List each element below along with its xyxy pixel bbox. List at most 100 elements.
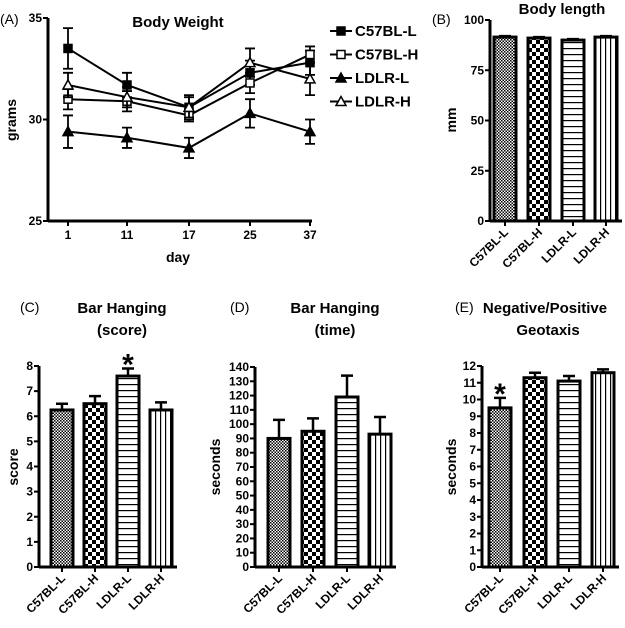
error-bar (374, 415, 386, 435)
bar-ldlr-h (593, 35, 619, 223)
error-bar (307, 417, 319, 432)
bar-ldlr-l (115, 374, 141, 569)
legend-label: LDLR-L (355, 70, 409, 87)
bar-c57bl-l (487, 406, 513, 569)
significance-marker: * (122, 349, 134, 382)
legend-label: C57BL-H (355, 47, 418, 64)
panel-e-y-tick-label: 11 (463, 376, 476, 390)
panel-c-y-tick-label: 5 (26, 434, 33, 448)
panel-d-y-tick-label: 80 (236, 446, 250, 460)
panel-d-y-tick-label: 10 (236, 546, 250, 560)
panel-c-x-tick-label: LDLR-H (126, 571, 167, 612)
legend-label: C57BL-L (355, 23, 417, 40)
panel-c-title: Bar Hanging (77, 300, 166, 317)
panel-a-x-tick-label: 17 (182, 228, 196, 242)
panel-d-y-tick-label: 120 (229, 389, 249, 403)
bar-c57bl-h (300, 429, 326, 569)
legend-item: C57BL-L (330, 23, 417, 40)
panel-d-y-tick-label: 0 (242, 560, 249, 574)
panel-e-title: Negative/Positive (483, 300, 607, 317)
data-point (63, 43, 73, 54)
panel-c-y-tick-label: 1 (26, 535, 33, 549)
panel-e-label: (E) (455, 299, 474, 315)
panel-b-x-tick-label: LDLR-H (571, 225, 612, 266)
bar-ldlr-l (560, 38, 586, 223)
panel-c-y-tick-label: 6 (26, 409, 33, 423)
significance-marker: * (494, 378, 506, 411)
panel-b-y-tick-label: 75 (471, 63, 485, 77)
legend-marker (334, 71, 348, 83)
panel-a-y-tick-label: 35 (29, 11, 43, 25)
panel-d-ylabel: seconds (207, 438, 223, 495)
panel-d-y-tick-label: 70 (236, 460, 250, 474)
bar-c57bl-l (49, 408, 75, 569)
panel-e-y-tick-label: 8 (469, 426, 476, 440)
bar-c57bl-l (492, 35, 518, 223)
data-point (303, 125, 317, 137)
panel-e-y-tick-label: 0 (469, 560, 476, 574)
panel-d-y-tick-label: 20 (236, 531, 250, 545)
panel-e-subtitle: Geotaxis (516, 322, 579, 339)
panel-e-y-tick-label: 1 (469, 543, 476, 557)
panel-a-x-tick-label: 11 (121, 228, 134, 242)
panel-e-y-tick-label: 3 (469, 510, 476, 524)
series-ldlr-h (61, 47, 317, 119)
panel-b-title: Body length (519, 1, 606, 18)
data-point (243, 56, 257, 68)
panel-b-y-tick-label: 100 (464, 13, 484, 27)
panel-c-label: (C) (20, 299, 39, 315)
data-point (305, 49, 315, 60)
panel-c-y-tick-label: 3 (26, 485, 33, 499)
legend-marker (334, 94, 348, 107)
panel-c-y-tick-label: 7 (26, 384, 33, 398)
panel-a-x-tick-label: 1 (65, 228, 72, 242)
panel-c-ylabel: score (5, 448, 21, 486)
legend-label: LDLR-H (355, 94, 411, 111)
panel-c-y-tick-label: 0 (26, 560, 33, 574)
bar-ldlr-l (556, 379, 582, 569)
data-point (182, 141, 196, 153)
legend-item: LDLR-H (330, 94, 411, 111)
panel-e-y-tick-label: 2 (469, 527, 476, 541)
panel-d-y-tick-label: 100 (229, 417, 249, 431)
panel-d-y-tick-label: 40 (236, 503, 250, 517)
panel-d-y-tick-label: 60 (236, 474, 250, 488)
bar-c57bl-h (82, 402, 108, 569)
panel-d-y-tick-label: 140 (229, 360, 249, 374)
panel-d-y-tick-label: 130 (229, 374, 249, 388)
panel-e-plot: 0123456789101112C57BL-L*C57BL-HLDLR-LLDL… (461, 359, 619, 617)
panel-a-y-tick-label: 25 (29, 214, 43, 228)
panel-a-label: (A) (0, 11, 19, 27)
panel-d-y-tick-label: 50 (236, 489, 250, 503)
panel-d-plot: 0102030405060708090100110120130140C57BL-… (229, 360, 396, 617)
data-point (182, 100, 196, 113)
series-ldlr-l (61, 98, 317, 159)
panel-c-y-tick-label: 8 (26, 359, 33, 373)
panel-d-label: (D) (230, 299, 249, 315)
legend-marker (336, 26, 346, 36)
panel-e-y-tick-label: 6 (469, 460, 476, 474)
panel-d-x-tick-label: LDLR-H (345, 571, 386, 612)
bar-ldlr-h (367, 432, 393, 569)
panel-d-y-tick-label: 90 (236, 431, 250, 445)
legend-item: LDLR-L (330, 70, 409, 87)
legend-marker (336, 49, 346, 60)
data-point (120, 90, 134, 102)
panel-e-ylabel: seconds (443, 438, 459, 495)
panel-e-y-tick-label: 10 (463, 393, 477, 407)
panel-b-ylabel: mm (443, 108, 459, 133)
error-bar (273, 418, 285, 439)
bar-c57bl-l (266, 436, 292, 569)
panel-e-x-tick-label: LDLR-H (568, 571, 609, 612)
panel-a-y-tick-label: 30 (29, 113, 43, 127)
data-point (61, 78, 75, 90)
panel-e-y-tick-label: 5 (469, 476, 476, 490)
bar-ldlr-h (590, 371, 616, 569)
panel-d-y-tick-label: 110 (230, 403, 250, 417)
panel-c-subtitle: (score) (97, 322, 147, 339)
panel-d-title: Bar Hanging (290, 300, 379, 317)
legend-item: C57BL-H (330, 47, 418, 64)
bar-ldlr-h (148, 408, 174, 569)
